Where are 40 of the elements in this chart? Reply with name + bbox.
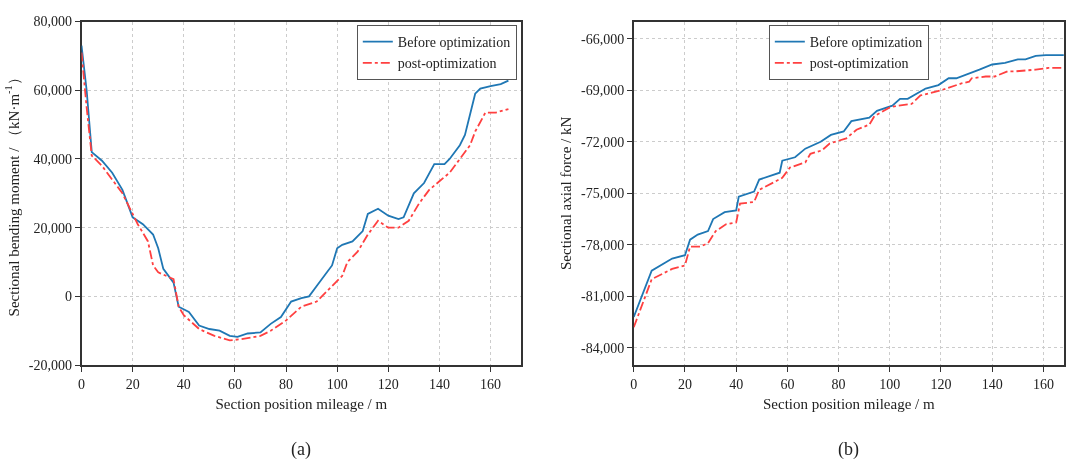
- y-axis-title: Sectional axial force / kN: [557, 116, 574, 270]
- y-tick-label: -78,000: [581, 237, 625, 253]
- y-tick-label: -75,000: [581, 186, 625, 202]
- x-axis-title: Section position mileage / m: [762, 396, 935, 413]
- text: (b): [838, 439, 859, 460]
- y-tick-label: 60,000: [33, 83, 72, 99]
- y-tick-label: 20,000: [33, 220, 72, 236]
- x-axis-title: Section position mileage / m: [215, 396, 388, 413]
- x-tick-label: 60: [780, 376, 795, 392]
- x-tick-label: 80: [279, 376, 294, 392]
- x-tick-label: 120: [930, 376, 952, 392]
- y-tick-label: -69,000: [581, 83, 625, 99]
- legend-label: Before optimization: [809, 35, 923, 51]
- x-tick-label: 80: [831, 376, 846, 392]
- x-tick-label: 20: [125, 376, 140, 392]
- text: (a): [291, 439, 311, 460]
- y-tick-label: -81,000: [581, 289, 625, 305]
- legend-label: post-optimization: [809, 56, 909, 72]
- y-tick-label: -20,000: [28, 357, 72, 373]
- legend-label: Before optimization: [397, 35, 511, 51]
- x-tick-label: 100: [879, 376, 901, 392]
- x-tick-label: 140: [428, 376, 450, 392]
- y-tick-label: -84,000: [581, 340, 625, 356]
- x-tick-label: 60: [227, 376, 242, 392]
- x-tick-label: 0: [78, 376, 86, 392]
- x-tick-label: 160: [1032, 376, 1054, 392]
- x-tick-label: 100: [326, 376, 348, 392]
- y-tick-label: 40,000: [33, 151, 72, 167]
- x-tick-label: 40: [729, 376, 744, 392]
- legend-label: post-optimization: [397, 56, 497, 72]
- y-tick-label: 0: [64, 289, 72, 305]
- x-tick-label: 0: [630, 376, 638, 392]
- y-tick-label: 80,000: [33, 14, 72, 30]
- y-tick-label: -66,000: [581, 31, 625, 47]
- x-tick-label: 20: [677, 376, 692, 392]
- y-tick-label: -72,000: [581, 134, 625, 150]
- x-tick-label: 160: [480, 376, 502, 392]
- x-tick-label: 120: [377, 376, 399, 392]
- x-tick-label: 140: [981, 376, 1003, 392]
- x-tick-label: 40: [176, 376, 191, 392]
